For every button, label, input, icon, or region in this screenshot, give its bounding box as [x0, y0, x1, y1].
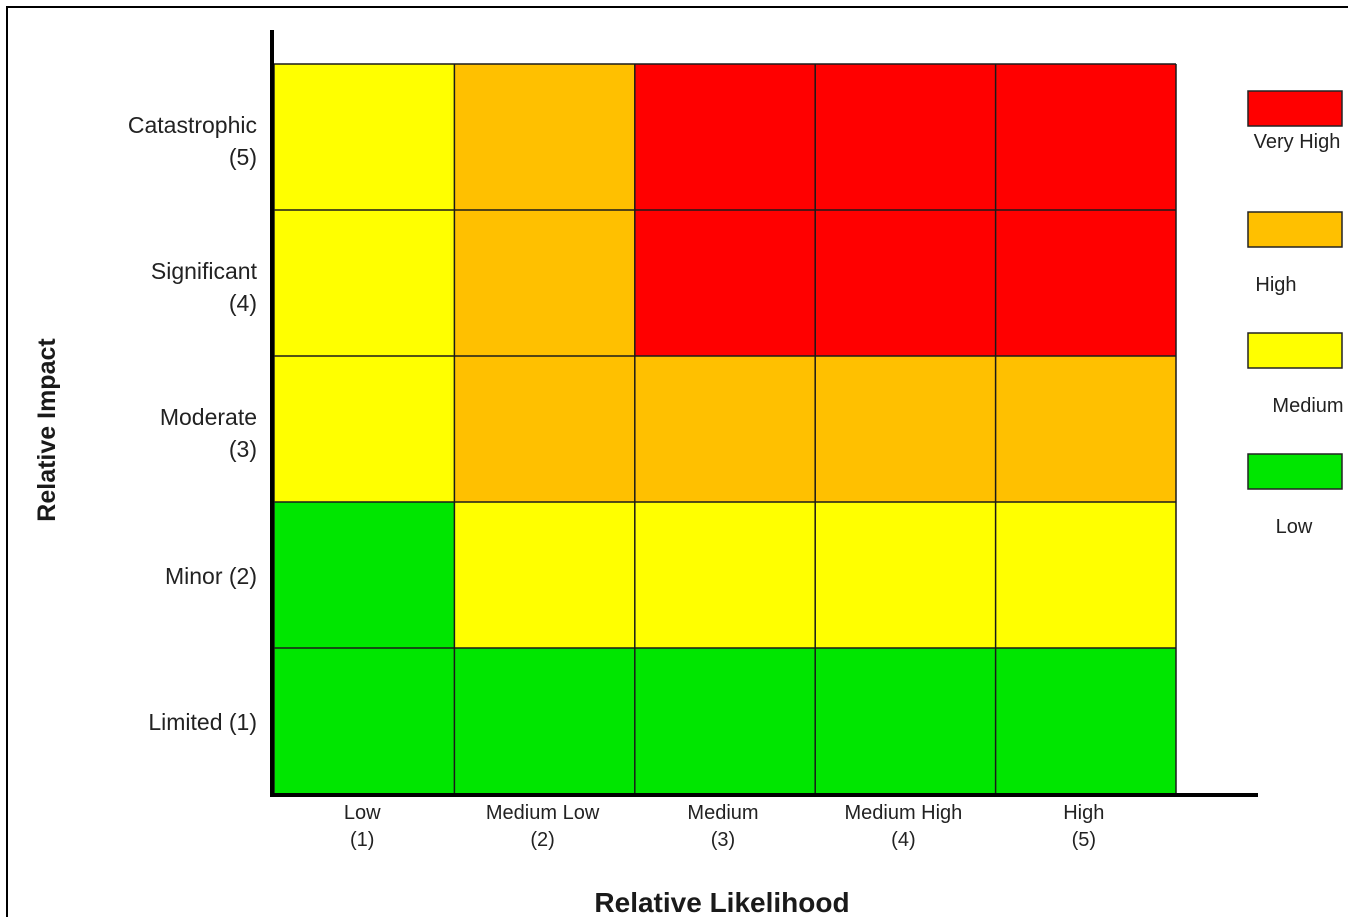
heatmap-cell-r1-c5-very-high: [995, 64, 1176, 210]
y-tick-label-significant: Significant: [151, 258, 258, 284]
x-tick-sublabel: (5): [1072, 829, 1096, 851]
y-tick-sublabel: (3): [229, 436, 257, 462]
heatmap-cell-r2-c3-very-high: [634, 210, 816, 356]
heatmap-cell-r4-c5-medium: [995, 502, 1176, 648]
heatmap-cell-r1-c4-very-high: [815, 64, 996, 210]
legend-swatch-medium: [1247, 332, 1343, 369]
y-tick-sublabel: (5): [229, 144, 257, 170]
heatmap-cell-r1-c3-very-high: [634, 64, 816, 210]
heatmap-grid: [273, 63, 1177, 795]
legend-swatch-low: [1247, 453, 1343, 490]
heatmap-cell-r5-c1-low: [274, 648, 455, 794]
heatmap-cell-r5-c2-low: [454, 648, 635, 794]
x-tick-label-medium-high: Medium High: [844, 802, 962, 824]
y-tick-labels: Catastrophic (5) Significant (4) Moderate (3)…: [128, 112, 258, 735]
chart-frame: [6, 6, 1348, 917]
legend: Very High High Medium Low: [1247, 90, 1344, 538]
x-tick-sublabel: (4): [891, 829, 915, 851]
legend-label-high: High: [1255, 274, 1296, 296]
heatmap-cell-r2-c5-very-high: [995, 210, 1176, 356]
y-tick-sublabel: (4): [229, 290, 257, 316]
x-tick-sublabel: (2): [530, 829, 554, 851]
x-tick-label-high: High: [1063, 802, 1104, 824]
heatmap-cell-r5-c4-low: [815, 648, 996, 794]
heatmap-cell-r4-c3-medium: [634, 502, 816, 648]
heatmap-cell-r2-c1-medium: [274, 210, 455, 356]
heatmap-cells: [274, 64, 1176, 794]
heatmap-cell-r1-c1-medium: [274, 64, 455, 210]
x-tick-sublabel: (3): [711, 829, 735, 851]
heatmap-cell-r3-c3-high: [634, 356, 816, 502]
heatmap-cell-r4-c2-medium: [454, 502, 635, 648]
heatmap-cell-r4-c1-low: [274, 502, 455, 648]
x-tick-labels: Low (1) Medium Low (2) Medium (3) Medium High (…: [344, 802, 1105, 851]
y-axis-label: Relative Impact: [33, 338, 61, 522]
y-tick-label-moderate: Moderate: [160, 404, 257, 430]
heatmap-cell-r2-c4-very-high: [815, 210, 996, 356]
x-tick-sublabel: (1): [350, 829, 374, 851]
x-axis-label: Relative Likelihood: [594, 887, 849, 918]
y-tick-label-catastrophic: Catastrophic: [128, 112, 257, 138]
heatmap-cell-r5-c5-low: [995, 648, 1176, 794]
legend-swatch-high: [1247, 211, 1343, 248]
heatmap-cell-r1-c2-high: [454, 64, 635, 210]
legend-label-very-high: Very High: [1254, 131, 1341, 153]
x-tick-label-medium: Medium: [687, 802, 758, 824]
x-tick-label-low: Low: [344, 802, 381, 824]
heatmap-cell-r3-c4-high: [815, 356, 996, 502]
heatmap-cell-r5-c3-low: [634, 648, 816, 794]
legend-swatch-very-high: [1247, 90, 1343, 127]
heatmap-cell-r3-c5-high: [995, 356, 1176, 502]
heatmap-cell-r4-c4-medium: [815, 502, 996, 648]
y-tick-label-limited-1: Limited (1): [148, 709, 257, 735]
y-tick-label-minor-2: Minor (2): [165, 563, 257, 589]
heatmap-cell-r3-c2-high: [454, 356, 635, 502]
heatmap-cell-r3-c1-medium: [274, 356, 455, 502]
heatmap-cell-r2-c2-high: [454, 210, 635, 356]
legend-label-medium: Medium: [1272, 395, 1343, 417]
legend-label-low: Low: [1276, 516, 1313, 538]
x-tick-label-medium-low: Medium Low: [486, 802, 600, 824]
